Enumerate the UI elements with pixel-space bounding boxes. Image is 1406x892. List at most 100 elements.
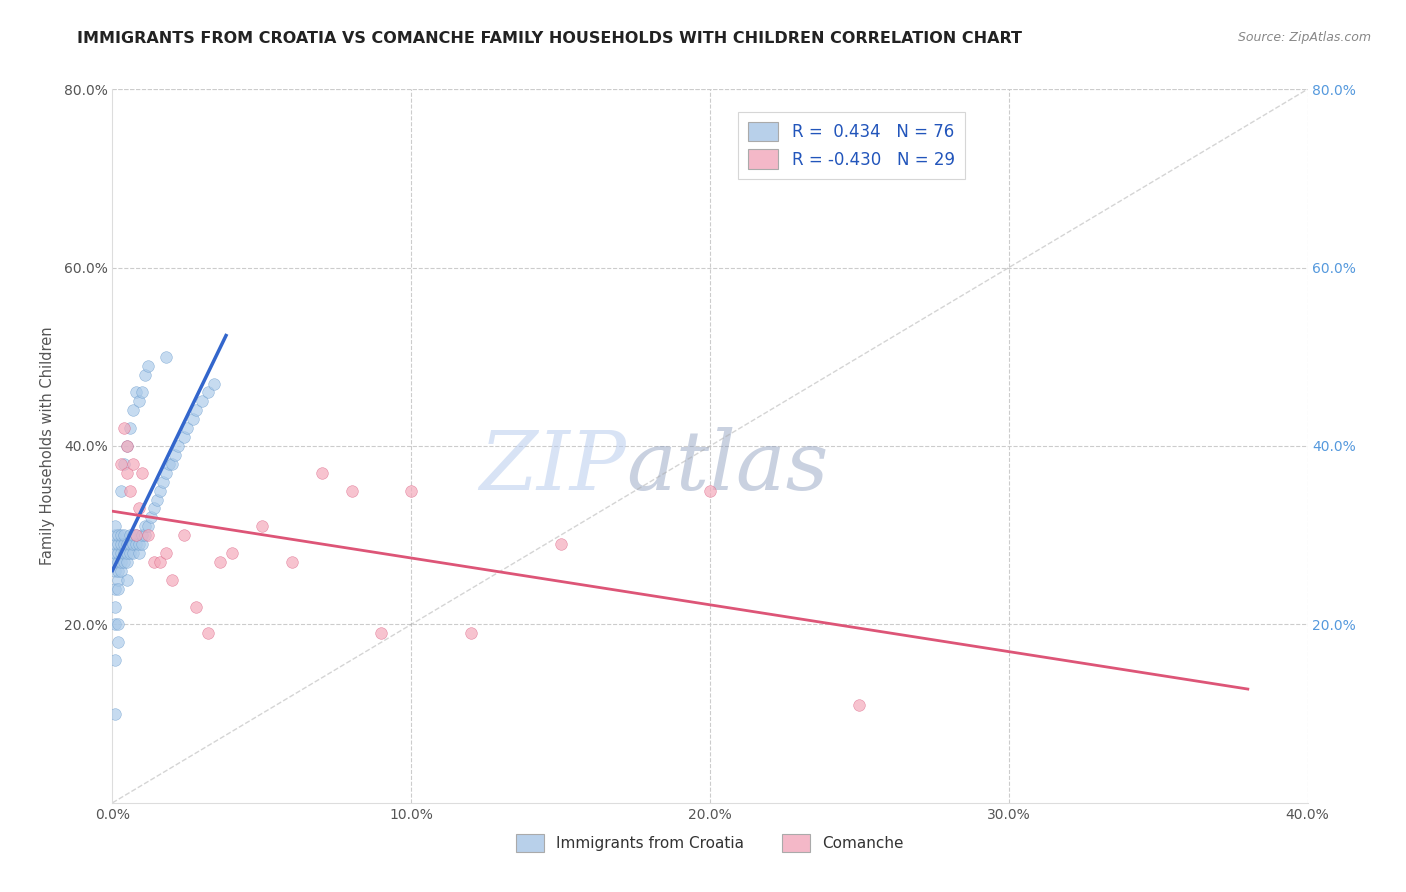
Point	[202, 376, 225, 391]
Point	[120, 537, 142, 551]
Point	[149, 555, 172, 569]
Point	[125, 528, 148, 542]
Point	[104, 617, 127, 632]
Y-axis label: Family Households with Children: Family Households with Children	[41, 326, 55, 566]
Point	[131, 537, 153, 551]
Point	[460, 626, 482, 640]
Point	[134, 519, 156, 533]
Point	[125, 528, 148, 542]
Point	[110, 483, 132, 498]
Point	[131, 466, 153, 480]
Point	[134, 528, 156, 542]
Point	[122, 457, 145, 471]
Point	[117, 573, 139, 587]
Point	[120, 421, 142, 435]
Point	[114, 528, 135, 542]
Point	[197, 626, 219, 640]
Point	[162, 573, 183, 587]
Point	[128, 394, 150, 409]
Point	[104, 519, 127, 533]
Point	[104, 564, 127, 578]
Point	[186, 403, 208, 417]
Point	[122, 403, 145, 417]
Point	[165, 448, 187, 462]
Point	[138, 519, 160, 533]
Point	[107, 635, 129, 649]
Point	[155, 546, 177, 560]
Point	[176, 421, 198, 435]
Point	[128, 546, 150, 560]
Point	[128, 537, 150, 551]
Point	[191, 394, 214, 409]
Point	[131, 528, 153, 542]
Text: ZIP: ZIP	[479, 427, 627, 508]
Point	[120, 546, 142, 560]
Point	[197, 385, 219, 400]
Point	[125, 385, 148, 400]
Point	[181, 412, 204, 426]
Point	[117, 439, 139, 453]
Point	[110, 564, 132, 578]
Point	[114, 457, 135, 471]
Point	[104, 706, 127, 721]
Point	[114, 421, 135, 435]
Point	[848, 698, 870, 712]
Point	[162, 457, 183, 471]
Point	[107, 546, 129, 560]
Point	[186, 599, 208, 614]
Point	[699, 483, 721, 498]
Point	[107, 564, 129, 578]
Point	[107, 582, 129, 596]
Point	[117, 546, 139, 560]
Point	[110, 528, 132, 542]
Legend: Immigrants from Croatia, Comanche: Immigrants from Croatia, Comanche	[509, 827, 911, 859]
Point	[104, 599, 127, 614]
Point	[107, 573, 129, 587]
Point	[104, 555, 127, 569]
Point	[138, 359, 160, 373]
Point	[107, 555, 129, 569]
Point	[122, 537, 145, 551]
Point	[221, 546, 243, 560]
Point	[209, 555, 232, 569]
Point	[146, 492, 169, 507]
Point	[138, 528, 160, 542]
Point	[110, 537, 132, 551]
Point	[110, 555, 132, 569]
Point	[311, 466, 333, 480]
Point	[104, 653, 127, 667]
Point	[281, 555, 304, 569]
Point	[117, 466, 139, 480]
Point	[107, 537, 129, 551]
Point	[149, 483, 172, 498]
Point	[110, 457, 132, 471]
Point	[104, 582, 127, 596]
Point	[155, 350, 177, 364]
Point	[114, 546, 135, 560]
Text: IMMIGRANTS FROM CROATIA VS COMANCHE FAMILY HOUSEHOLDS WITH CHILDREN CORRELATION : IMMIGRANTS FROM CROATIA VS COMANCHE FAMI…	[77, 31, 1022, 46]
Point	[104, 537, 127, 551]
Point	[141, 510, 163, 524]
Point	[173, 528, 195, 542]
Point	[143, 501, 166, 516]
Point	[134, 368, 156, 382]
Point	[107, 617, 129, 632]
Point	[107, 528, 129, 542]
Text: atlas: atlas	[627, 427, 828, 508]
Point	[104, 546, 127, 560]
Point	[401, 483, 423, 498]
Text: Source: ZipAtlas.com: Source: ZipAtlas.com	[1237, 31, 1371, 45]
Point	[131, 385, 153, 400]
Point	[117, 537, 139, 551]
Point	[550, 537, 572, 551]
Point	[340, 483, 363, 498]
Point	[157, 457, 180, 471]
Point	[114, 537, 135, 551]
Point	[125, 537, 148, 551]
Point	[120, 483, 142, 498]
Point	[117, 555, 139, 569]
Point	[128, 501, 150, 516]
Point	[167, 439, 190, 453]
Point	[117, 439, 139, 453]
Point	[250, 519, 273, 533]
